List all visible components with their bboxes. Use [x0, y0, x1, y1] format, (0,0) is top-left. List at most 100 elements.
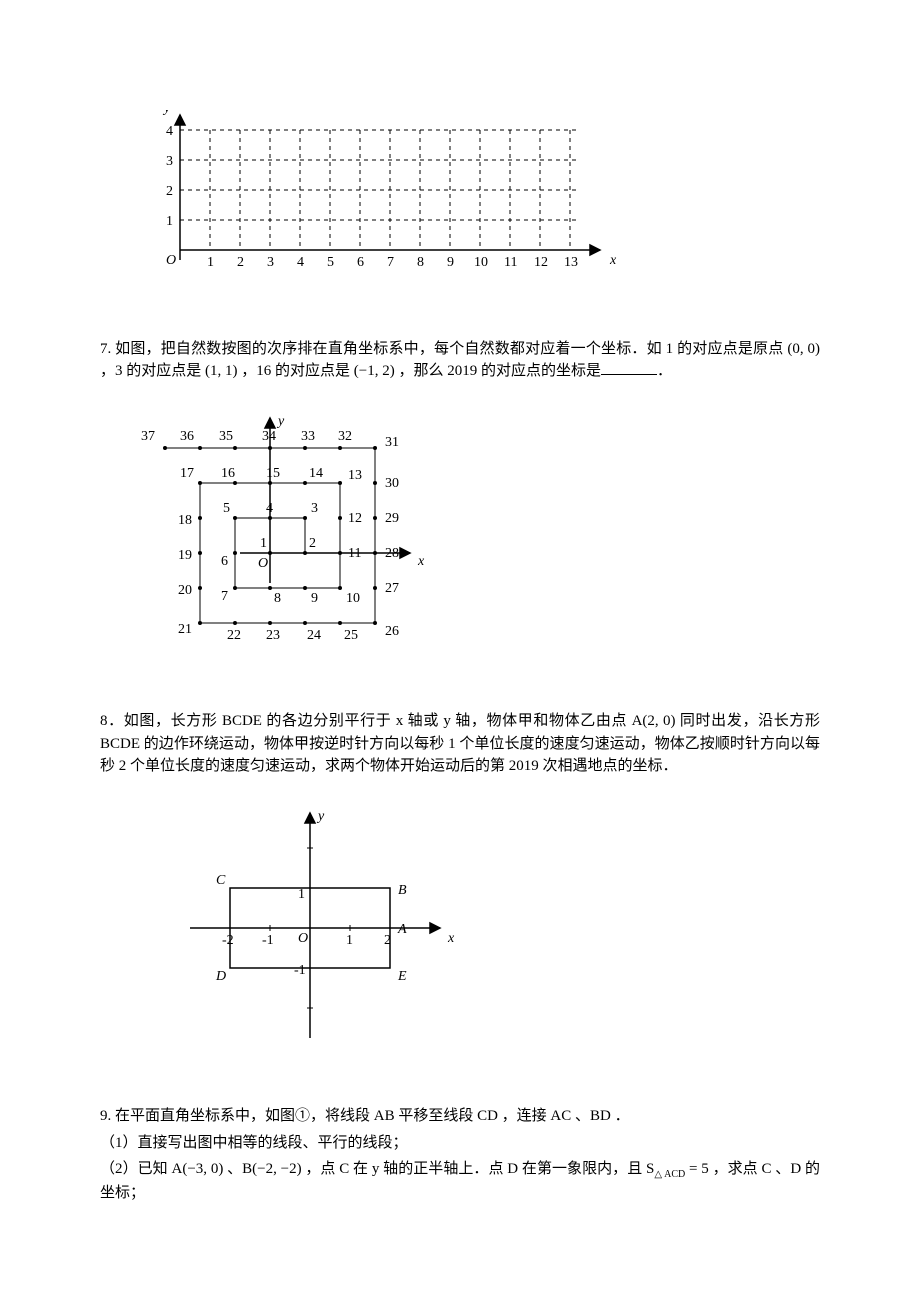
pt-E: E: [397, 969, 407, 984]
q7-text-b: ．: [657, 363, 672, 379]
spiral-label: 15: [266, 466, 280, 481]
spiral-label: 30: [385, 476, 399, 491]
q7-text-a: 7. 如图，把自然数按图的次序排在直角坐标系中，每个自然数都对应着一个坐标．如 …: [100, 341, 820, 380]
spiral-label: 18: [178, 513, 192, 528]
xtick: 9: [447, 255, 454, 270]
xtick: 10: [474, 255, 488, 270]
grid-chart: O x y 1 2 3 4 5 6 7 8 9 10 11 12 13 1 2: [140, 110, 620, 290]
spiral-point: [303, 481, 307, 485]
spiral-point: [338, 446, 342, 450]
xtick: 4: [297, 255, 304, 270]
blank-fill: [601, 374, 657, 375]
spiral-label: 33: [301, 429, 315, 444]
spiral-label: 4: [266, 501, 273, 516]
spiral-label: 3: [311, 501, 318, 516]
q8-body: 8．如图，长方形 BCDE 的各边分别平行于 x 轴或 y 轴，物体甲和物体乙由…: [100, 713, 820, 774]
spiral-point: [338, 586, 342, 590]
spiral-point: [303, 551, 307, 555]
spiral-label: 28: [385, 546, 399, 561]
xtick: 12: [534, 255, 548, 270]
xtick: 1: [207, 255, 214, 270]
spiral-label: 27: [385, 581, 399, 596]
spiral-label: 35: [219, 429, 233, 444]
spiral-point: [233, 446, 237, 450]
ytick: 2: [166, 184, 173, 199]
xtick: 7: [387, 255, 394, 270]
spiral-point: [198, 446, 202, 450]
spiral-label: 21: [178, 622, 192, 637]
ytick: 3: [166, 154, 173, 169]
spiral-point: [198, 621, 202, 625]
y-axis-label: y: [162, 110, 171, 116]
spiral-label: 7: [221, 589, 228, 604]
q9-line2: （1）直接写出图中相等的线段、平行的线段；: [100, 1132, 820, 1155]
spiral-label: 17: [180, 466, 194, 481]
rect-chart: O x y -2 -1 1 2 -1 1 A B C D E: [170, 798, 470, 1058]
spiral-label: 5: [223, 501, 230, 516]
spiral-point: [233, 551, 237, 555]
spiral-point: [233, 481, 237, 485]
x-axis-label: x: [447, 931, 455, 946]
spiral-label: 20: [178, 583, 192, 598]
spiral-point: [303, 446, 307, 450]
xtick: 2: [237, 255, 244, 270]
ytick: 1: [298, 887, 305, 902]
fig-grid-13x4: O x y 1 2 3 4 5 6 7 8 9 10 11 12 13 1 2: [140, 110, 820, 298]
x-axis-label: x: [609, 253, 617, 268]
spiral-point: [233, 621, 237, 625]
xtick: -1: [262, 933, 274, 948]
spiral-point: [198, 551, 202, 555]
spiral-label: 9: [311, 591, 318, 606]
pt-C: C: [216, 873, 226, 888]
xtick: 5: [327, 255, 334, 270]
q9-line3-a: （2）已知 A(−3, 0) 、B(−2, −2) ，点 C 在 y 轴的正半轴…: [100, 1161, 654, 1177]
spiral-point: [373, 621, 377, 625]
spiral-label: 13: [348, 468, 362, 483]
spiral-label: 8: [274, 591, 281, 606]
ytick: 4: [166, 124, 173, 139]
y-axis-label: y: [276, 414, 285, 429]
xtick: 2: [384, 933, 391, 948]
spiral-point: [303, 516, 307, 520]
xtick: -2: [222, 933, 234, 948]
spiral-point: [338, 621, 342, 625]
origin-label: O: [298, 931, 308, 946]
xtick: 11: [504, 255, 517, 270]
spiral-label: 25: [344, 628, 358, 643]
spiral-label: 6: [221, 554, 228, 569]
pt-B: B: [398, 883, 407, 898]
spiral-point: [233, 516, 237, 520]
spiral-label: 12: [348, 511, 362, 526]
x-axis-label: x: [417, 554, 425, 569]
spiral-point: [163, 446, 167, 450]
spiral-label: 11: [348, 546, 361, 561]
spiral-label: 22: [227, 628, 241, 643]
spiral-point: [303, 586, 307, 590]
spiral-point: [338, 516, 342, 520]
q9-line1: 9. 在平面直角坐标系中，如图①，将线段 AB 平移至线段 CD ，连接 AC …: [100, 1105, 820, 1128]
fig-spiral: O x y 1234567891011121314151617181920212…: [120, 403, 820, 671]
spiral-chart: O x y 1234567891011121314151617181920212…: [120, 403, 440, 663]
spiral-label: 2: [309, 536, 316, 551]
origin-label: O: [166, 253, 176, 268]
spiral-label: 1: [260, 536, 267, 551]
xtick: 1: [346, 933, 353, 948]
spiral-label: 32: [338, 429, 352, 444]
fig-rect: O x y -2 -1 1 2 -1 1 A B C D E: [170, 798, 820, 1066]
spiral-point: [268, 446, 272, 450]
spiral-point: [338, 481, 342, 485]
xtick: 6: [357, 255, 364, 270]
xtick: 13: [564, 255, 578, 270]
spiral-label: 29: [385, 511, 399, 526]
spiral-label: 14: [309, 466, 323, 481]
origin-label: O: [258, 556, 268, 571]
q8-text: 8．如图，长方形 BCDE 的各边分别平行于 x 轴或 y 轴，物体甲和物体乙由…: [100, 710, 820, 778]
spiral-point: [338, 551, 342, 555]
pt-D: D: [215, 969, 226, 984]
q9-line3: （2）已知 A(−3, 0) 、B(−2, −2) ，点 C 在 y 轴的正半轴…: [100, 1158, 820, 1205]
spiral-point: [198, 516, 202, 520]
spiral-point: [268, 621, 272, 625]
spiral-point: [268, 481, 272, 485]
spiral-point: [268, 516, 272, 520]
spiral-point: [373, 516, 377, 520]
